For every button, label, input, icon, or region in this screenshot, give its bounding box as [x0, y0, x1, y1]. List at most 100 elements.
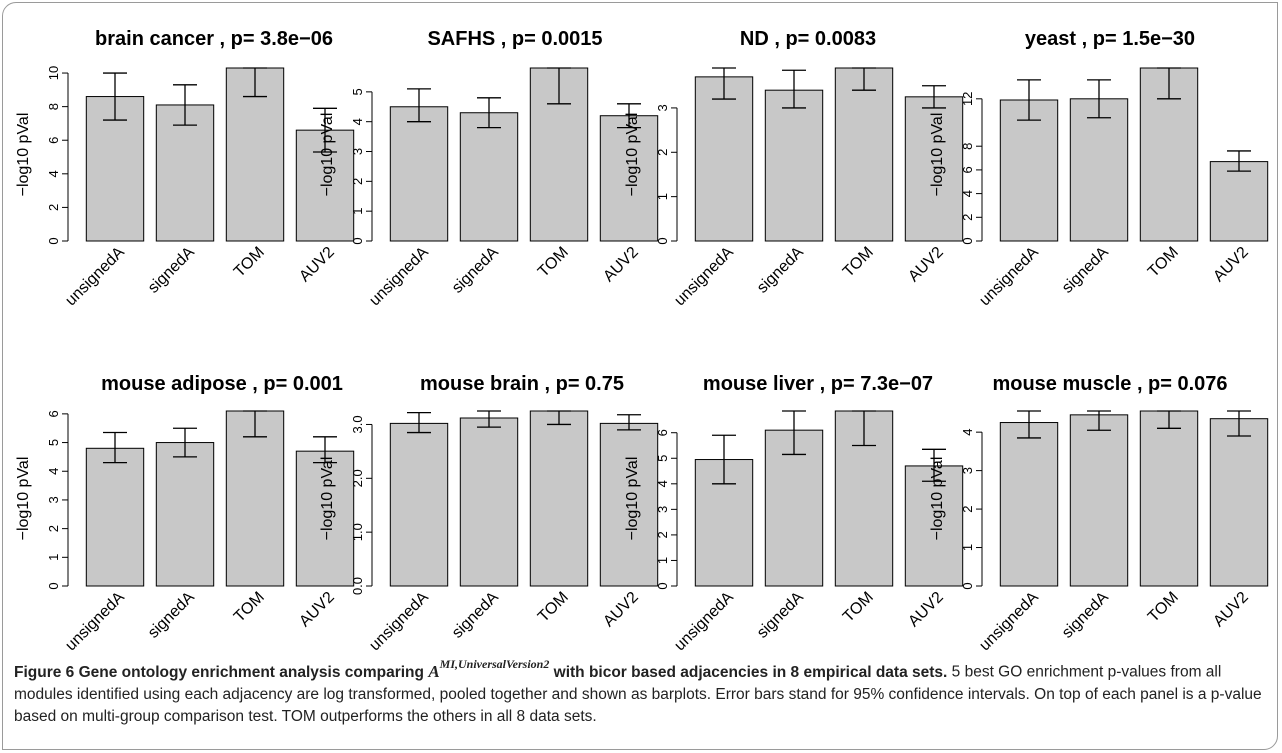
y-tick-label: 1 [960, 544, 975, 551]
y-tick-label: 2 [655, 531, 670, 538]
bar [155, 104, 215, 242]
x-tick-label: signedA [449, 589, 502, 642]
bar [389, 106, 449, 242]
caption-body: 5 best GO enrichment p-values from all m… [14, 663, 1262, 725]
bar [1069, 414, 1129, 587]
y-axis-label: −log10 pVal [15, 113, 32, 197]
y-tick-label: 4 [46, 170, 61, 177]
y-tick-label: 8 [960, 143, 975, 150]
bar [459, 417, 519, 587]
y-tick-label: 4 [655, 480, 670, 487]
y-tick-label: 6 [960, 166, 975, 173]
x-tick-label: unsignedA [976, 589, 1042, 655]
x-tick-label: TOM [535, 244, 572, 281]
y-tick-label: 4 [46, 468, 61, 475]
y-tick-label: 1 [655, 557, 670, 564]
y-tick-label: 0 [655, 582, 670, 589]
bar [225, 410, 285, 587]
y-tick-label: 4 [960, 190, 975, 197]
y-tick-label: 1 [350, 208, 365, 215]
chart-title: SAFHS , p= 0.0015 [427, 28, 602, 50]
caption-math-sup: MI,UniversalVersion2 [439, 657, 550, 671]
y-tick-label: 3.0 [350, 415, 365, 433]
y-tick-label: 10 [46, 66, 61, 80]
figure-caption: Figure 6 Gene ontology enrichment analys… [14, 655, 1269, 728]
bar [1139, 410, 1199, 587]
bar [155, 442, 215, 587]
x-tick-label: signedA [754, 589, 807, 642]
x-tick-label: signedA [145, 589, 198, 642]
y-axis-label: −log10 pVal [15, 457, 32, 541]
bar [1069, 98, 1129, 242]
bar [459, 112, 519, 242]
y-tick-label: 1.0 [350, 523, 365, 541]
y-tick-label: 5 [46, 439, 61, 446]
bar [1209, 418, 1269, 587]
caption-math-base: A [428, 661, 440, 681]
y-tick-label: 3 [350, 148, 365, 155]
bar [599, 115, 659, 242]
x-tick-label: unsignedA [671, 244, 737, 310]
chart-title: yeast , p= 1.5e−30 [1025, 28, 1195, 50]
bar [999, 422, 1059, 587]
y-tick-label: 5 [350, 88, 365, 95]
x-tick-label: signedA [754, 244, 807, 297]
bar [1209, 161, 1269, 242]
caption-figure-label: Figure 6 [14, 663, 75, 681]
y-tick-label: 6 [655, 429, 670, 436]
y-axis-label: −log10 pVal [929, 113, 946, 197]
y-axis-label: −log10 pVal [929, 457, 946, 541]
y-tick-label: 0 [46, 582, 61, 589]
chart-title: brain cancer , p= 3.8e−06 [95, 28, 333, 50]
y-tick-label: 3 [655, 104, 670, 111]
y-tick-label: 6 [46, 410, 61, 417]
bar [529, 410, 589, 587]
x-tick-label: AUV2 [1210, 244, 1252, 286]
y-tick-label: 0.0 [350, 577, 365, 595]
bar [85, 447, 145, 587]
x-tick-label: unsignedA [671, 589, 737, 655]
x-tick-label: AUV2 [296, 589, 338, 631]
x-tick-label: unsignedA [366, 589, 432, 655]
y-tick-label: 0 [960, 582, 975, 589]
x-tick-label: TOM [840, 589, 877, 626]
y-tick-label: 0 [350, 237, 365, 244]
x-tick-label: TOM [1145, 589, 1182, 626]
y-tick-label: 2.0 [350, 469, 365, 487]
x-tick-label: AUV2 [905, 244, 947, 286]
y-axis-label: −log10 pVal [624, 113, 641, 197]
x-tick-label: AUV2 [296, 244, 338, 286]
y-tick-label: 2 [960, 214, 975, 221]
x-tick-label: AUV2 [600, 244, 642, 286]
x-tick-label: TOM [535, 589, 572, 626]
caption-math: AMI,UniversalVersion2 [428, 657, 549, 681]
x-tick-label: signedA [1059, 244, 1112, 297]
caption-title-before: Gene ontology enrichment analysis compar… [78, 663, 429, 681]
y-tick-label: 1 [46, 554, 61, 561]
y-tick-label: 1 [655, 193, 670, 200]
y-axis-label: −log10 pVal [319, 457, 336, 541]
bar [599, 422, 659, 587]
y-tick-label: 2 [350, 178, 365, 185]
x-tick-label: TOM [231, 589, 268, 626]
y-tick-label: 8 [46, 103, 61, 110]
chart-title: mouse muscle , p= 0.076 [992, 373, 1227, 395]
chart-title: ND , p= 0.0083 [740, 28, 876, 50]
y-tick-label: 2 [46, 525, 61, 532]
y-tick-label: 4 [350, 118, 365, 125]
bar [389, 422, 449, 587]
chart-title: mouse adipose , p= 0.001 [101, 373, 343, 395]
y-tick-label: 4 [960, 429, 975, 436]
x-tick-label: TOM [840, 244, 877, 281]
y-tick-label: 3 [46, 496, 61, 503]
figure-panels: brain cancer , p= 3.8e−06 −log10 pVal 0 2 4 6… [15, 28, 1269, 655]
y-tick-label: 0 [655, 237, 670, 244]
bar [904, 96, 964, 242]
x-tick-label: AUV2 [600, 589, 642, 631]
y-tick-label: 3 [960, 467, 975, 474]
x-tick-label: signedA [1059, 589, 1112, 642]
y-tick-label: 0 [46, 237, 61, 244]
y-tick-label: 5 [655, 455, 670, 462]
y-tick-label: 2 [46, 204, 61, 211]
bar [999, 99, 1059, 242]
